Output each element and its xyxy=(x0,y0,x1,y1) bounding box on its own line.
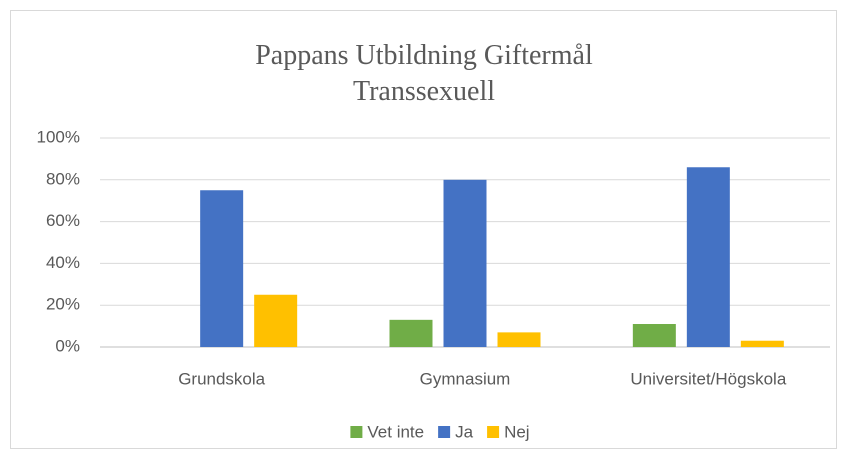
legend-swatch xyxy=(487,426,500,438)
bar xyxy=(686,167,730,347)
legend-label: Vet inte xyxy=(367,422,424,441)
bar xyxy=(740,340,784,347)
legend-swatch xyxy=(350,426,363,438)
legend-label: Ja xyxy=(455,422,474,441)
x-tick-label: Grundskola xyxy=(178,369,265,388)
chart-frame xyxy=(10,10,837,449)
bar xyxy=(200,190,244,347)
bar xyxy=(497,332,541,347)
y-tick-label: 20% xyxy=(46,295,80,314)
y-tick-label: 60% xyxy=(46,211,80,230)
bar xyxy=(632,324,676,347)
y-tick-label: 0% xyxy=(55,336,80,355)
chart-title: Pappans Utbildning Giftermål Transsexuel… xyxy=(255,40,593,107)
legend-swatch xyxy=(438,426,451,438)
bar xyxy=(389,319,433,347)
bar xyxy=(443,179,487,347)
y-tick-label: 40% xyxy=(46,253,80,272)
bar xyxy=(254,294,298,347)
x-tick-label: Gymnasium xyxy=(420,369,511,388)
x-tick-label: Universitet/Högskola xyxy=(630,369,786,388)
y-tick-label: 80% xyxy=(46,169,80,188)
y-tick-label: 100% xyxy=(37,127,80,146)
legend-label: Nej xyxy=(504,422,530,441)
